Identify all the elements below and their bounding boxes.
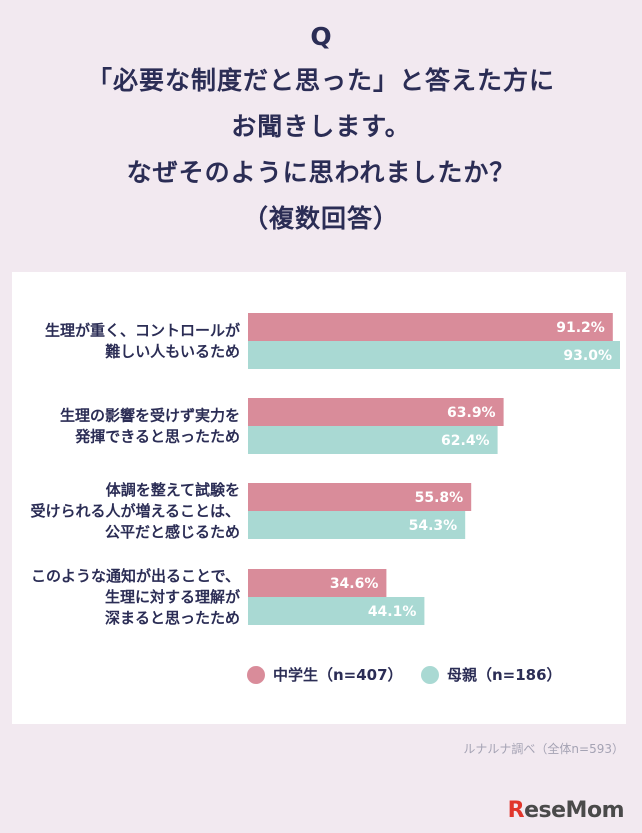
title-line-3: なぜそのように思われましたか？ (126, 158, 516, 187)
bar-mothers (248, 426, 498, 454)
title-line-2: お聞きします。 (231, 112, 411, 141)
legend-swatch (421, 666, 439, 684)
value-label: 54.3% (409, 518, 458, 534)
legend-swatch (247, 666, 265, 684)
value-label: 93.0% (563, 348, 612, 364)
value-label: 44.1% (368, 604, 417, 620)
value-label: 62.4% (441, 433, 490, 449)
bar-students (248, 569, 387, 597)
bar-students (248, 483, 472, 511)
category-label: 生理の影響を受けず実力を (60, 407, 240, 425)
value-label: 34.6% (330, 576, 379, 592)
chart-title: Q 「必要な制度だと思った」と答えた方に お聞きします。 なぜそのように思われま… (0, 22, 642, 242)
bar-students (248, 313, 613, 341)
bar-mothers (248, 511, 466, 539)
legend-label: 母親（n=186） (447, 666, 562, 684)
category-label: 難しい人もいるため (105, 343, 240, 361)
category-label: 発揮できると思ったため (74, 428, 240, 446)
bar-students (248, 398, 504, 426)
title-q: Q (310, 22, 332, 51)
bar-mothers (248, 341, 620, 369)
category-label: 生理に対する理解が (105, 588, 241, 606)
value-label: 55.8% (415, 490, 464, 506)
category-label: 深まると思ったため (105, 609, 240, 627)
title-line-1: 「必要な制度だと思った」と答えた方に (86, 66, 555, 95)
category-label: このような通知が出ることで、 (31, 567, 240, 585)
category-label: 体調を整えて試験を (106, 481, 240, 499)
category-label: 生理が重く、コントロールが (45, 322, 241, 340)
category-label: 受けられる人が増えることは、 (30, 502, 240, 520)
title-line-4: （複数回答） (242, 204, 399, 233)
value-label: 63.9% (447, 405, 496, 421)
resemom-logo: ReseMom (507, 798, 625, 823)
legend-label: 中学生（n=407） (273, 666, 403, 684)
value-label: 91.2% (556, 320, 605, 336)
source-note: ルナルナ調べ（全体n=593） (463, 742, 624, 756)
bar-mothers (248, 597, 425, 625)
category-label: 公平だと感じるため (105, 523, 240, 541)
